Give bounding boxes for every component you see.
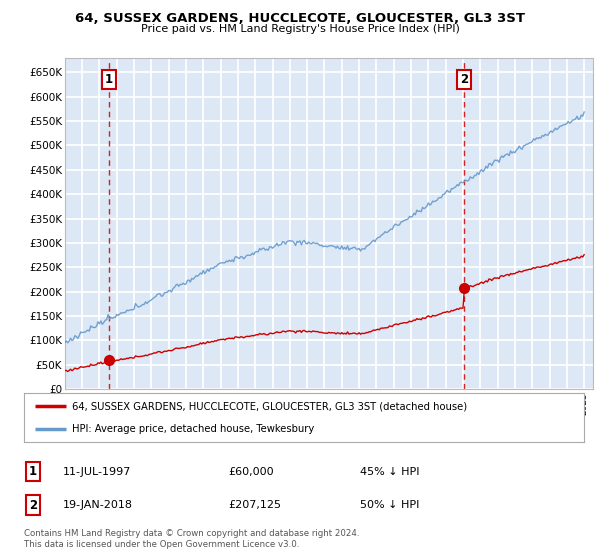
Text: 19-JAN-2018: 19-JAN-2018 [63, 500, 133, 510]
Text: 64, SUSSEX GARDENS, HUCCLECOTE, GLOUCESTER, GL3 3ST (detached house): 64, SUSSEX GARDENS, HUCCLECOTE, GLOUCEST… [71, 402, 467, 412]
Text: This data is licensed under the Open Government Licence v3.0.: This data is licensed under the Open Gov… [24, 540, 299, 549]
Text: Price paid vs. HM Land Registry's House Price Index (HPI): Price paid vs. HM Land Registry's House … [140, 24, 460, 34]
Text: £60,000: £60,000 [228, 466, 274, 477]
Text: 2: 2 [460, 73, 468, 86]
Text: 11-JUL-1997: 11-JUL-1997 [63, 466, 131, 477]
Text: 50% ↓ HPI: 50% ↓ HPI [360, 500, 419, 510]
Text: Contains HM Land Registry data © Crown copyright and database right 2024.: Contains HM Land Registry data © Crown c… [24, 529, 359, 538]
Text: 64, SUSSEX GARDENS, HUCCLECOTE, GLOUCESTER, GL3 3ST: 64, SUSSEX GARDENS, HUCCLECOTE, GLOUCEST… [75, 12, 525, 25]
Text: 1: 1 [29, 465, 37, 478]
Text: 2: 2 [29, 498, 37, 512]
Text: HPI: Average price, detached house, Tewkesbury: HPI: Average price, detached house, Tewk… [71, 424, 314, 434]
Text: 45% ↓ HPI: 45% ↓ HPI [360, 466, 419, 477]
Text: £207,125: £207,125 [228, 500, 281, 510]
Text: 1: 1 [104, 73, 113, 86]
